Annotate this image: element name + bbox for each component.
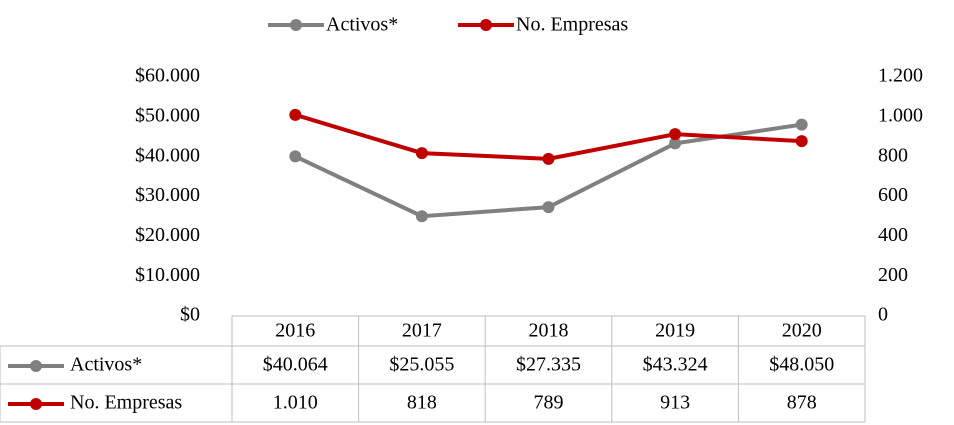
table-row-label: Activos* [70,354,142,376]
table-cell: $40.064 [263,354,328,376]
point [289,108,302,121]
x-tick-label: 2017 [402,320,442,342]
y2-tick-label: 800 [878,144,908,166]
y2-tick-label: 1.000 [878,104,923,126]
legend-label: No. Empresas [516,14,628,36]
table-cell: $27.335 [516,354,581,376]
table-cell: $48.050 [769,354,834,376]
y2-tick-label: 600 [878,184,908,206]
point [669,137,682,150]
table-cell: 878 [787,392,817,414]
legend-label: Activos* [326,14,398,36]
table-cell: 789 [534,392,564,414]
y-tick-label: $30.000 [135,184,200,206]
y-tick-label: $0 [180,304,200,326]
table-row-label: No. Empresas [70,392,182,414]
y2-tick-label: 400 [878,224,908,246]
x-tick-label: 2019 [655,320,695,342]
y2-tick-label: 200 [878,264,908,286]
y-tick-label: $10.000 [135,264,200,286]
y-tick-label: $60.000 [135,65,200,87]
point [289,150,302,163]
x-tick-label: 2016 [275,320,315,342]
point [795,135,808,148]
x-tick-label: 2020 [782,320,822,342]
table-cell: $43.324 [643,354,708,376]
table-cell: 913 [660,392,690,414]
table-cell: 818 [407,392,437,414]
y2-tick-label: 0 [878,304,888,326]
point [542,152,555,165]
legend-key [30,398,42,410]
point [542,201,555,214]
x-tick-label: 2018 [529,320,569,342]
line [294,112,802,161]
point [669,128,682,141]
y2-tick-label: 1.200 [878,65,923,87]
y-tick-label: $40.000 [135,144,200,166]
legend-key [30,360,42,372]
table-cell: $25.055 [389,354,454,376]
table-cell: 1.010 [273,392,318,414]
y-tick-label: $20.000 [135,224,200,246]
point [415,210,428,223]
legend-key [290,19,302,31]
point [795,118,808,131]
point [415,147,428,160]
legend-key [480,19,492,31]
y-tick-label: $50.000 [135,104,200,126]
